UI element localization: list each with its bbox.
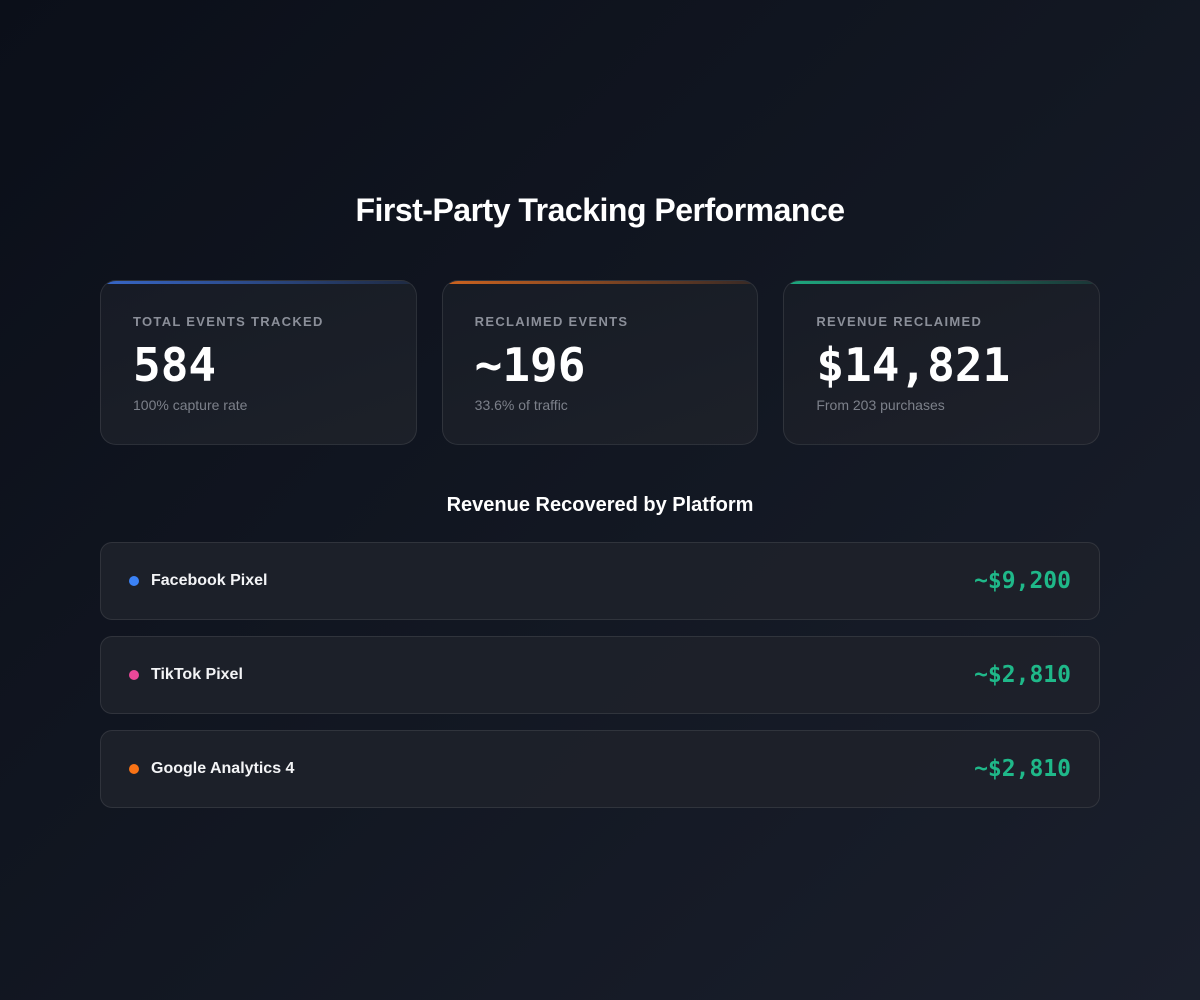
stat-label: REVENUE RECLAIMED [816, 314, 983, 329]
platform-value: ~$2,810 [974, 662, 1071, 688]
stat-label: TOTAL EVENTS TRACKED [133, 314, 324, 329]
accent-bar-orange [442, 281, 758, 284]
platform-list: Facebook Pixel ~$9,200 TikTok Pixel ~$2,… [100, 542, 1100, 808]
dot-icon [129, 764, 139, 774]
stat-subtext: 100% capture rate [133, 397, 248, 413]
section-title: Revenue Recovered by Platform [446, 494, 754, 516]
accent-bar-green [784, 281, 1100, 284]
platform-row-tiktok: TikTok Pixel ~$2,810 [100, 636, 1100, 714]
platform-name: Google Analytics 4 [151, 760, 295, 777]
dot-icon [129, 670, 139, 680]
platform-name: Facebook Pixel [151, 572, 268, 589]
page-title: First-Party Tracking Performance [355, 192, 845, 228]
stat-card-revenue-reclaimed: REVENUE RECLAIMED $14,821 From 203 purch… [783, 280, 1101, 445]
stat-label: RECLAIMED EVENTS [474, 314, 629, 329]
stat-card-reclaimed-events: RECLAIMED EVENTS ~196 33.6% of traffic [441, 280, 759, 445]
stat-subtext: 33.6% of traffic [474, 397, 568, 413]
stat-value: 584 [133, 338, 217, 392]
stat-card-total-events: TOTAL EVENTS TRACKED 584 100% capture ra… [100, 280, 417, 445]
stats-row: TOTAL EVENTS TRACKED 584 100% capture ra… [100, 280, 1101, 445]
stat-value: ~196 [474, 338, 586, 392]
platform-value: ~$2,810 [974, 756, 1071, 782]
platform-row-facebook: Facebook Pixel ~$9,200 [100, 542, 1100, 620]
dot-icon [129, 576, 139, 586]
stat-subtext: From 203 purchases [816, 397, 945, 413]
accent-bar-blue [101, 281, 416, 284]
platform-value: ~$9,200 [974, 568, 1071, 594]
stat-value: $14,821 [816, 338, 1011, 392]
platform-name: TikTok Pixel [151, 666, 243, 683]
platform-row-ga4: Google Analytics 4 ~$2,810 [100, 730, 1100, 808]
